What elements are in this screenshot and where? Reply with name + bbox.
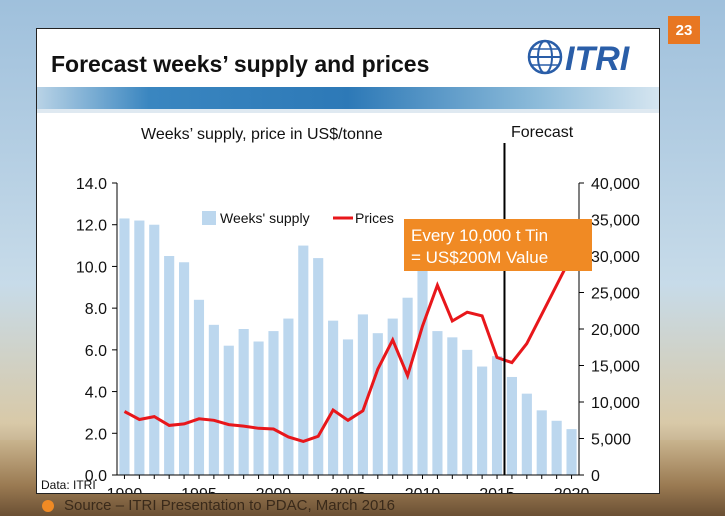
bar — [342, 339, 354, 475]
slide-title: Forecast weeks’ supply and prices — [51, 51, 430, 77]
right-tick-label: 20,000 — [591, 322, 640, 339]
bar — [178, 262, 190, 475]
bar — [536, 410, 547, 475]
left-tick-label: 12.0 — [76, 218, 107, 235]
bar — [372, 333, 383, 475]
bar — [387, 318, 398, 475]
bar — [506, 376, 518, 475]
bar — [283, 318, 294, 475]
right-tick-label: 5,000 — [591, 432, 631, 449]
left-tick-label: 0.0 — [85, 468, 107, 485]
slide: Forecast weeks’ supply and prices ITRI 0… — [36, 28, 660, 494]
bar — [521, 393, 532, 475]
left-tick-label: 2.0 — [85, 426, 107, 443]
bar — [193, 299, 205, 475]
bar — [298, 245, 309, 475]
x-axis: 1990 1995 2000 2005 2010 2015 2020 — [107, 474, 590, 493]
left-tick-label: 10.0 — [76, 259, 107, 276]
x-tick-label: 1995 — [181, 486, 217, 493]
itri-logo: ITRI — [527, 39, 631, 77]
right-tick-label: 25,000 — [591, 286, 640, 303]
bar — [208, 324, 219, 475]
callout-background — [404, 219, 592, 271]
bar — [462, 349, 473, 475]
chart: 0.0 2.0 4.0 6.0 8.0 10.0 12.0 14.0 0 5,000 10,000… — [41, 124, 640, 493]
forecast-label: Forecast — [511, 124, 574, 141]
callout-box: Every 10,000 t Tin = US$200M Value — [404, 219, 592, 271]
legend-weeks-supply: Weeks' supply — [220, 210, 310, 226]
logo-text: ITRI — [565, 40, 631, 77]
right-axis: 0 5,000 10,000 15,000 20,000 25,000 30,000 35,0… — [578, 176, 640, 485]
callout-line-1: Every 10,000 t Tin — [411, 226, 548, 245]
left-tick-label: 6.0 — [85, 343, 107, 360]
bar — [253, 341, 264, 475]
bar — [432, 331, 443, 475]
bar — [328, 320, 339, 475]
bar — [149, 224, 160, 475]
bar — [134, 220, 145, 475]
left-tick-label: 4.0 — [85, 385, 107, 402]
globe-icon — [527, 39, 563, 75]
right-tick-label: 10,000 — [591, 395, 640, 412]
x-tick-label: 1990 — [107, 486, 143, 493]
right-tick-label: 15,000 — [591, 359, 640, 376]
title-band — [37, 87, 659, 109]
price-line — [123, 255, 573, 443]
title-band-lower — [37, 109, 659, 113]
x-tick-label: 2005 — [330, 486, 366, 493]
bar-series — [119, 218, 577, 475]
callout-line-2: = US$200M Value — [411, 248, 548, 267]
left-tick-label: 8.0 — [85, 301, 107, 318]
x-tick-label: 2020 — [554, 486, 590, 493]
bar — [447, 337, 458, 475]
right-tick-label: 30,000 — [591, 249, 640, 266]
bar — [402, 297, 413, 475]
right-tick-label: 35,000 — [591, 213, 640, 230]
bullet-icon — [42, 500, 54, 512]
bar — [268, 331, 279, 475]
left-tick-label: 14.0 — [76, 176, 107, 193]
bar — [551, 420, 562, 475]
bar — [477, 366, 488, 475]
page-number-badge: 23 — [668, 16, 700, 44]
right-tick-label: 0 — [591, 468, 600, 485]
x-tick-label: 2010 — [405, 486, 441, 493]
bar — [566, 429, 577, 475]
legend: Weeks' supply Prices — [202, 210, 394, 226]
x-tick-label: 2000 — [256, 486, 292, 493]
bar — [223, 345, 234, 475]
chart-title: Weeks’ supply, price in US$/tonne — [141, 126, 383, 143]
bar — [491, 356, 503, 475]
bar — [164, 256, 175, 475]
bar — [417, 268, 428, 475]
source-caption: Source – ITRI Presentation to PDAC, Marc… — [64, 497, 395, 514]
bar — [313, 258, 324, 475]
legend-bar-swatch — [202, 211, 216, 225]
bar — [119, 218, 130, 475]
right-tick-label: 40,000 — [591, 176, 640, 193]
x-tick-label: 2015 — [479, 486, 515, 493]
bar — [238, 329, 249, 475]
bar — [357, 314, 368, 475]
data-source-note: Data: ITRI — [41, 478, 96, 492]
legend-prices: Prices — [355, 210, 394, 226]
left-axis: 0.0 2.0 4.0 6.0 8.0 10.0 12.0 14.0 — [76, 176, 118, 485]
